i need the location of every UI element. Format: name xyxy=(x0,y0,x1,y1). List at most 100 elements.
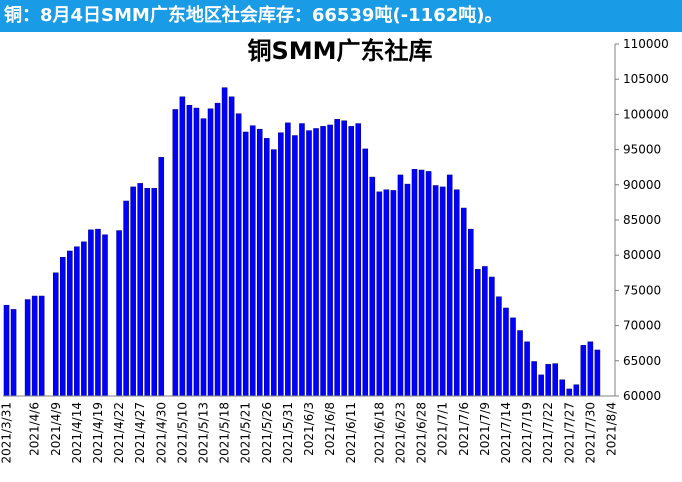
bar-chart: 铜SMM广东社库 60000 65000 70000 75000 80000 85000 9… xyxy=(0,37,669,464)
x-tick-label: 2021/7/30 xyxy=(583,402,597,464)
bar-2021/4/22 xyxy=(116,230,122,397)
bars-layer xyxy=(3,87,601,397)
bar-2021/4/23 xyxy=(123,200,129,397)
bar-2021/7/21 xyxy=(538,374,544,397)
bar-2021/4/15 xyxy=(81,241,87,397)
bar-2021/6/4 xyxy=(313,128,319,397)
bar-2021/6/3 xyxy=(306,130,312,397)
bar-2021/7/19 xyxy=(524,341,530,397)
y-tick-label: 65000 xyxy=(623,354,661,368)
bar-2021/6/1 xyxy=(292,135,298,397)
x-tick-label: 2021/4/30 xyxy=(154,402,168,464)
bar-2021/7/8 xyxy=(475,269,481,397)
x-tick-label: 2021/6/18 xyxy=(372,402,386,464)
bar-2021/4/26 xyxy=(130,186,136,397)
y-tick-label: 75000 xyxy=(623,283,661,297)
bar-2021/4/16 xyxy=(88,229,94,397)
x-tick-label: 2021/5/18 xyxy=(218,402,232,464)
y-tick-label: 80000 xyxy=(623,248,661,262)
bar-2021/7/20 xyxy=(531,361,537,397)
x-tick-label: 2021/7/1 xyxy=(436,402,450,456)
bar-2021/7/27 xyxy=(566,388,573,397)
bar-2021/6/15 xyxy=(355,123,362,397)
bar-2021/5/10 xyxy=(179,96,186,397)
y-tick-label: 100000 xyxy=(623,107,669,121)
bar-2021/4/12 xyxy=(60,257,66,397)
bar-2021/6/25 xyxy=(411,169,418,397)
bar-2021/5/26 xyxy=(264,138,270,397)
x-tick-label: 2021/5/21 xyxy=(239,402,253,464)
bar-2021/4/9 xyxy=(52,272,59,397)
bar-2021/7/15 xyxy=(510,317,516,397)
x-tick-label: 2021/5/26 xyxy=(260,402,274,464)
bar-2021/7/1 xyxy=(439,186,446,397)
bar-2021/6/8 xyxy=(327,124,333,397)
y-tick-label: 95000 xyxy=(623,143,661,157)
bar-2021/7/22 xyxy=(545,364,551,397)
x-tick-label: 2021/6/8 xyxy=(323,402,337,456)
bar-2021/8/2 xyxy=(594,349,601,397)
bar-2021/5/31 xyxy=(285,122,291,397)
bar-2021/5/20 xyxy=(235,113,242,397)
bar-2021/5/14 xyxy=(207,108,214,397)
bar-2021/5/13 xyxy=(200,118,207,397)
bar-2021/4/14 xyxy=(74,246,80,397)
bar-2021/7/13 xyxy=(496,296,502,397)
bar-2021/4/6 xyxy=(31,295,38,397)
bar-2021/7/28 xyxy=(573,384,580,397)
bar-2021/7/5 xyxy=(453,189,460,397)
bar-2021/6/21 xyxy=(383,189,390,397)
x-tick-label: 2021/7/27 xyxy=(562,402,576,464)
bar-2021/6/9 xyxy=(334,119,340,397)
x-tick-label: 2021/7/9 xyxy=(478,402,492,456)
bar-2021/7/29 xyxy=(580,345,587,397)
bar-2021/7/6 xyxy=(460,207,467,397)
bar-2021/7/14 xyxy=(503,307,509,397)
x-tick-label: 2021/6/3 xyxy=(302,402,316,456)
x-tick-label: 2021/5/10 xyxy=(175,402,189,464)
bar-2021/5/17 xyxy=(214,102,221,397)
bar-2021/7/7 xyxy=(468,228,474,397)
bar-2021/5/21 xyxy=(242,131,249,397)
y-tick-label: 60000 xyxy=(623,389,661,403)
bar-2021/5/25 xyxy=(256,128,263,397)
bar-2021/4/27 xyxy=(137,183,143,397)
x-tick-label: 2021/5/13 xyxy=(196,402,210,464)
bar-2021/6/17 xyxy=(369,176,376,397)
bar-2021/4/29 xyxy=(151,188,158,397)
x-tick-label: 2021/7/14 xyxy=(499,402,513,464)
bar-2021/4/7 xyxy=(38,295,45,397)
bar-2021/4/1 xyxy=(10,309,17,397)
bar-2021/6/18 xyxy=(376,191,383,397)
bar-2021/5/28 xyxy=(278,132,284,397)
bar-2021/6/29 xyxy=(425,171,432,397)
x-tick-label: 2021/4/27 xyxy=(133,402,147,464)
y-axis-ticks: 60000 65000 70000 75000 80000 85000 90000 95000… xyxy=(615,37,669,403)
bar-2021/6/30 xyxy=(432,185,439,397)
headline-banner: 铜：8月4日SMM广东地区社会库存：66539吨(-1162吨)。 xyxy=(0,0,682,32)
y-tick-label: 105000 xyxy=(623,72,669,86)
bar-2021/5/11 xyxy=(186,105,193,397)
bar-2021/4/13 xyxy=(67,250,73,397)
bar-2021/7/30 xyxy=(587,341,594,397)
bar-2021/6/22 xyxy=(390,190,397,397)
bar-2021/5/7 xyxy=(172,109,179,397)
bar-2021/7/12 xyxy=(489,276,495,397)
bar-2021/6/2 xyxy=(299,123,305,397)
y-tick-label: 90000 xyxy=(623,178,661,192)
bar-2021/6/23 xyxy=(397,174,404,397)
bar-2021/7/2 xyxy=(446,174,453,397)
x-tick-label: 2021/4/9 xyxy=(49,402,63,456)
bar-2021/6/28 xyxy=(418,169,425,397)
x-tick-label: 2021/6/28 xyxy=(415,402,429,464)
x-tick-label: 2021/7/22 xyxy=(541,402,555,464)
x-tick-label: 2021/4/19 xyxy=(91,402,105,464)
x-axis-ticks: 2021/3/31 2021/4/6 2021/4/9 2021/4/14 2021/4… xyxy=(0,402,618,464)
bar-2021/7/26 xyxy=(559,379,566,397)
bar-2021/7/23 xyxy=(552,363,558,397)
bar-2021/5/27 xyxy=(271,149,277,397)
x-tick-label: 2021/4/14 xyxy=(70,402,84,464)
bar-2021/5/24 xyxy=(249,125,256,397)
y-tick-label: 85000 xyxy=(623,213,661,227)
